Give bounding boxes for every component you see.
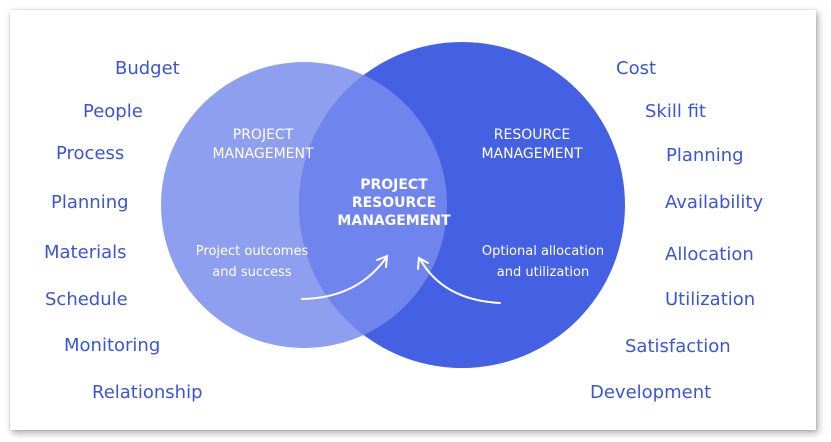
right-word-satisfaction: Satisfaction [625,336,731,357]
left-word-monitoring: Monitoring [64,335,161,356]
left-word-schedule: Schedule [45,289,128,310]
left-circle-sub-1: Project outcomes [196,244,309,259]
left-word-planning: Planning [51,192,129,213]
left-word-budget: Budget [115,58,180,79]
left-word-materials: Materials [44,242,127,263]
overlap-region [299,62,447,348]
left-word-process: Process [56,143,125,164]
left-circle-title-2: MANAGEMENT [212,146,314,162]
left-circle-sub-2: and success [212,265,292,280]
right-circle-title-1: RESOURCE [494,127,570,143]
center-label-2: RESOURCE [352,195,436,211]
right-arrow [417,256,501,304]
right-word-cost: Cost [616,58,657,79]
left-word-people: People [83,101,143,122]
left-arrow [301,254,389,300]
right-circle-sub-1: Optional allocation [482,244,604,259]
center-label-1: PROJECT [360,177,428,193]
right-word-planning: Planning [666,145,744,166]
right-word-skill-fit: Skill fit [645,101,706,122]
center-label-3: MANAGEMENT [337,213,451,229]
left-circle-title-1: PROJECT [233,127,294,143]
left-word-relationship: Relationship [92,382,203,403]
right-word-development: Development [590,382,712,403]
right-circle-sub-2: and utilization [497,265,589,280]
right-word-availability: Availability [665,192,764,213]
right-circle-title-2: MANAGEMENT [481,146,583,162]
right-word-allocation: Allocation [665,244,754,265]
right-word-utilization: Utilization [665,289,756,310]
